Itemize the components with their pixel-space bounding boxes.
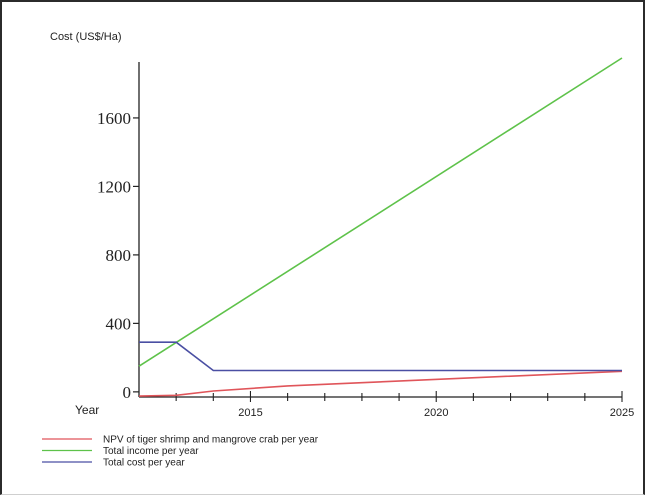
series-line <box>138 370 623 397</box>
x-ticks: 2015 2020 2025 <box>175 391 634 419</box>
legend-label: Total cost per year <box>103 458 185 469</box>
series-line <box>139 341 622 372</box>
y-tick-label: 1600 <box>97 109 131 128</box>
x-tick-label: 2015 <box>238 407 262 419</box>
legend-label: NPV of tiger shrimp and mangrove crab pe… <box>103 435 319 446</box>
series-line <box>138 57 623 367</box>
x-tick-label: 2025 <box>610 407 634 419</box>
x-tick-label: 2020 <box>424 407 448 419</box>
y-tick-label: 1200 <box>97 177 131 196</box>
y-axis-label: Cost (US$/Ha) <box>50 31 122 43</box>
legend-label: Total income per year <box>103 446 199 457</box>
y-tick-label: 0 <box>123 383 132 402</box>
y-tick-label: 800 <box>106 246 132 265</box>
y-tick-label: 400 <box>106 314 132 333</box>
x-axis-label: Year <box>75 403 99 417</box>
series-lines <box>138 57 623 397</box>
y-ticks: 0 400 800 1200 1600 <box>97 109 139 402</box>
legend: NPV of tiger shrimp and mangrove crab pe… <box>42 435 319 469</box>
